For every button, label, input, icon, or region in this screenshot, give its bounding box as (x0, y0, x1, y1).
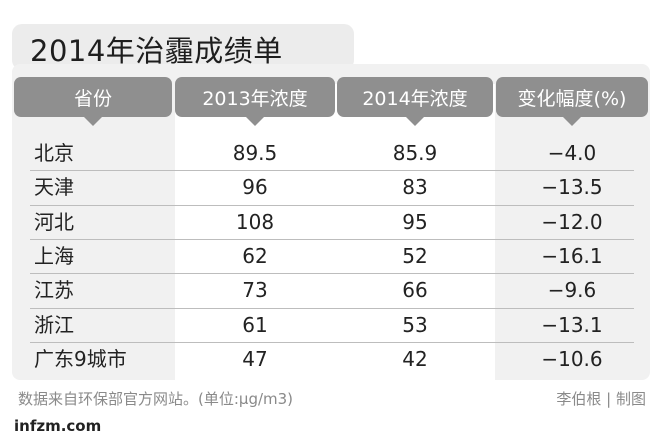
cell-change: −4.0 (547, 141, 597, 165)
cell-province: 江苏 (34, 278, 74, 303)
cell-y2013: 108 (235, 209, 275, 234)
cell-y2014: 83 (402, 175, 428, 200)
header-2013: 2013年浓度 (175, 77, 335, 126)
column-bg-2014 (335, 84, 495, 380)
header-province: 省份 (14, 77, 172, 126)
cell-province: 天津 (34, 175, 74, 200)
cell-province: 浙江 (34, 312, 74, 337)
chart-title: 2014年治霾成绩单 (30, 34, 283, 68)
cell-province: 河北 (34, 209, 74, 234)
row-divider (30, 170, 634, 172)
cell-y2013: 47 (242, 346, 268, 371)
title-bar (12, 24, 354, 70)
site-logo: infzm.com (14, 417, 102, 435)
source-note: 数据来自环保部官方网站。(单位:μg/m3) (18, 390, 294, 408)
row-divider (30, 341, 634, 343)
cell-province: 北京 (34, 141, 74, 165)
credit: 李伯根 | 制图 (556, 390, 646, 408)
column-bg-2013 (175, 84, 335, 380)
cell-province: 上海 (34, 243, 74, 268)
cell-y2013: 61 (242, 312, 268, 337)
header-2014: 2014年浓度 (337, 77, 493, 126)
row-divider (30, 204, 634, 206)
cell-y2013: 73 (242, 278, 268, 303)
row-divider (30, 307, 634, 309)
cell-change: −10.6 (541, 346, 603, 371)
header-change: 变化幅度(%) (496, 77, 648, 126)
cell-change: −16.1 (541, 243, 603, 268)
row-divider (30, 238, 634, 240)
cell-change: −13.5 (541, 175, 603, 200)
cell-y2013: 62 (242, 243, 268, 268)
cell-change: −12.0 (541, 209, 603, 234)
cell-change: −9.6 (547, 278, 597, 303)
cell-y2014: 95 (402, 209, 428, 234)
cell-province: 广东9城市 (34, 346, 127, 371)
row-divider (30, 273, 634, 275)
cell-y2013: 96 (242, 175, 268, 200)
cell-change: −13.1 (541, 312, 603, 337)
cell-y2014: 66 (402, 278, 428, 303)
cell-y2014: 53 (402, 312, 428, 337)
cell-y2014: 85.9 (392, 141, 438, 165)
cell-y2013: 89.5 (232, 141, 278, 165)
cell-y2014: 52 (402, 243, 428, 268)
cell-y2014: 42 (402, 346, 428, 371)
